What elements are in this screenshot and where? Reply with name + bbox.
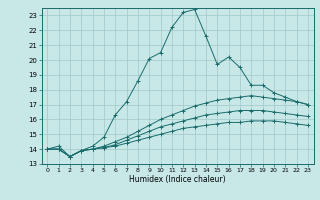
X-axis label: Humidex (Indice chaleur): Humidex (Indice chaleur) bbox=[129, 175, 226, 184]
